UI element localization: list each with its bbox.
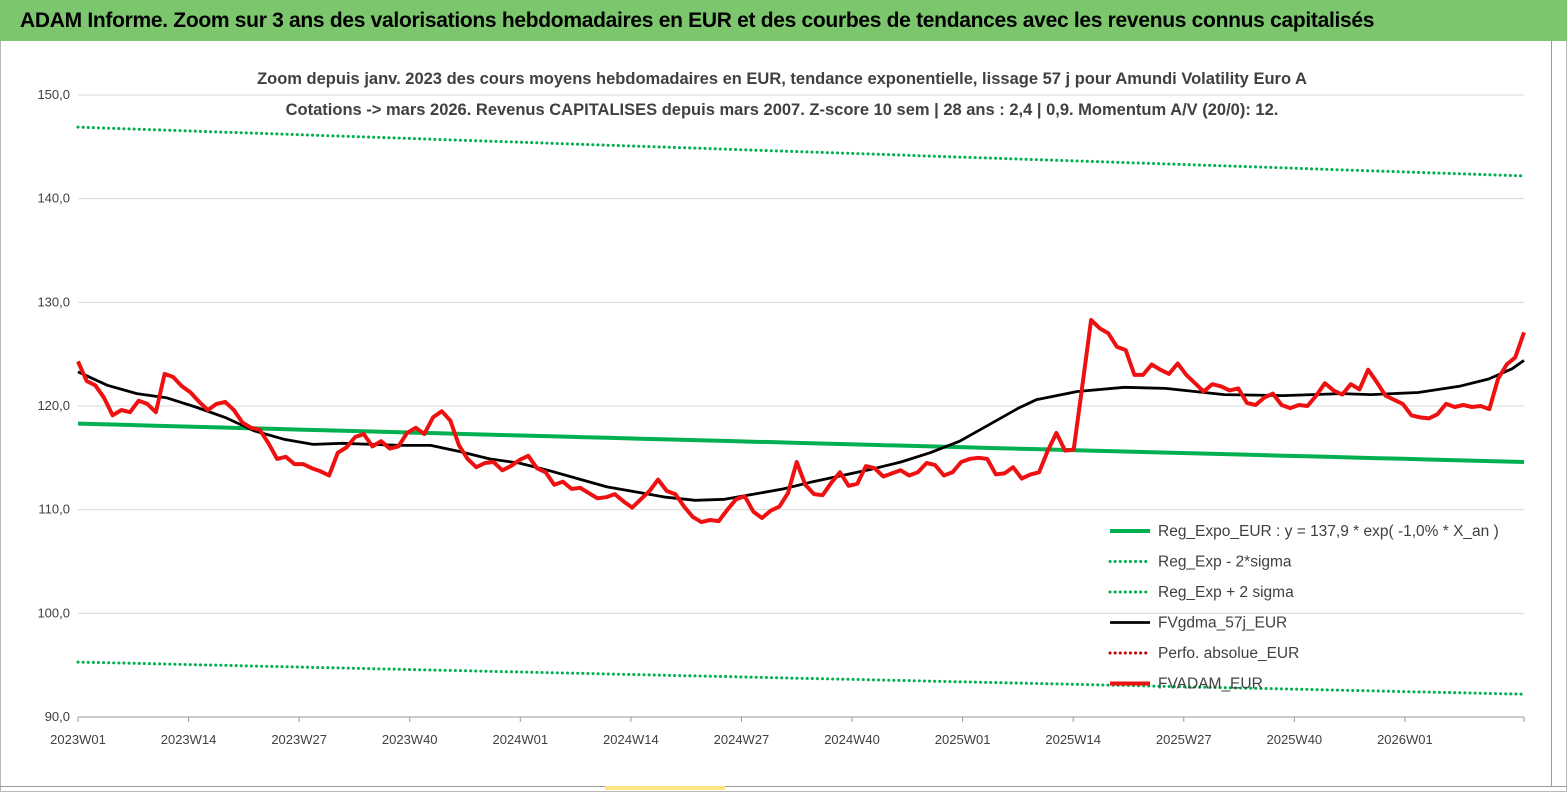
y-tick-label: 140,0 bbox=[37, 191, 70, 206]
x-tick-label: 2024W14 bbox=[603, 732, 659, 747]
chart-subtitle: Cotations -> mars 2026. Revenus CAPITALI… bbox=[286, 101, 1279, 119]
series-fvadam-eur bbox=[76, 318, 1526, 525]
x-tick-label: 2024W01 bbox=[492, 732, 548, 747]
series-reg-exp-2-sigma bbox=[76, 125, 1526, 178]
gridlines bbox=[78, 94, 1524, 718]
y-tick-label: 90,0 bbox=[45, 709, 70, 724]
x-tick-label: 2025W27 bbox=[1156, 732, 1212, 747]
x-tick-label: 2026W01 bbox=[1377, 732, 1433, 747]
legend-label: Perfo. absolue_EUR bbox=[1158, 645, 1299, 662]
legend-label: FVADAM_EUR bbox=[1158, 676, 1263, 693]
x-axis-ticks: 2023W01 2023W14 2023W27 2023W40 2024W01 2024W… bbox=[50, 717, 1525, 747]
y-axis-ticks: 90,0 100,0 110,0 120,0 130,0 140,0 150,0 bbox=[37, 87, 70, 724]
report-title: ADAM Informe. Zoom sur 3 ans des valoris… bbox=[20, 9, 1375, 32]
y-tick-label: 100,0 bbox=[37, 605, 70, 620]
right-border bbox=[1551, 41, 1552, 786]
series-reg-expo-eur-y-137-9-exp-1-0-x-an bbox=[77, 421, 1525, 464]
legend-label: FVgdma_57j_EUR bbox=[1158, 615, 1287, 632]
x-tick-label: 2024W27 bbox=[714, 732, 770, 747]
x-tick-label: 2023W40 bbox=[382, 732, 438, 747]
chart-legend: Reg_Expo_EUR : y = 137,9 * exp( -1,0% * … bbox=[1108, 523, 1499, 693]
chart-title: Zoom depuis janv. 2023 des cours moyens … bbox=[257, 70, 1307, 88]
y-tick-label: 150,0 bbox=[37, 87, 70, 102]
x-tick-label: 2023W14 bbox=[161, 732, 217, 747]
legend-label: Reg_Expo_EUR : y = 137,9 * exp( -1,0% * … bbox=[1158, 523, 1499, 540]
legend-label: Reg_Exp - 2*sigma bbox=[1158, 554, 1292, 571]
x-tick-label: 2025W14 bbox=[1045, 732, 1101, 747]
y-tick-label: 110,0 bbox=[38, 502, 70, 517]
series-reg-exp-2-sigma bbox=[76, 660, 1526, 696]
x-tick-label: 2024W40 bbox=[824, 732, 880, 747]
sheet-tab-indicator bbox=[605, 786, 725, 790]
y-tick-label: 120,0 bbox=[37, 398, 70, 413]
series-lines bbox=[76, 125, 1526, 696]
legend-label: Reg_Exp + 2 sigma bbox=[1158, 584, 1294, 601]
x-tick-label: 2023W01 bbox=[50, 732, 106, 747]
bottom-border bbox=[0, 786, 1567, 787]
y-tick-label: 130,0 bbox=[37, 294, 70, 309]
x-tick-label: 2025W01 bbox=[935, 732, 991, 747]
report-banner: ADAM Informe. Zoom sur 3 ans des valoris… bbox=[0, 0, 1567, 41]
chart-title-bg bbox=[220, 61, 1345, 123]
x-tick-label: 2025W40 bbox=[1267, 732, 1323, 747]
x-tick-label: 2023W27 bbox=[271, 732, 327, 747]
